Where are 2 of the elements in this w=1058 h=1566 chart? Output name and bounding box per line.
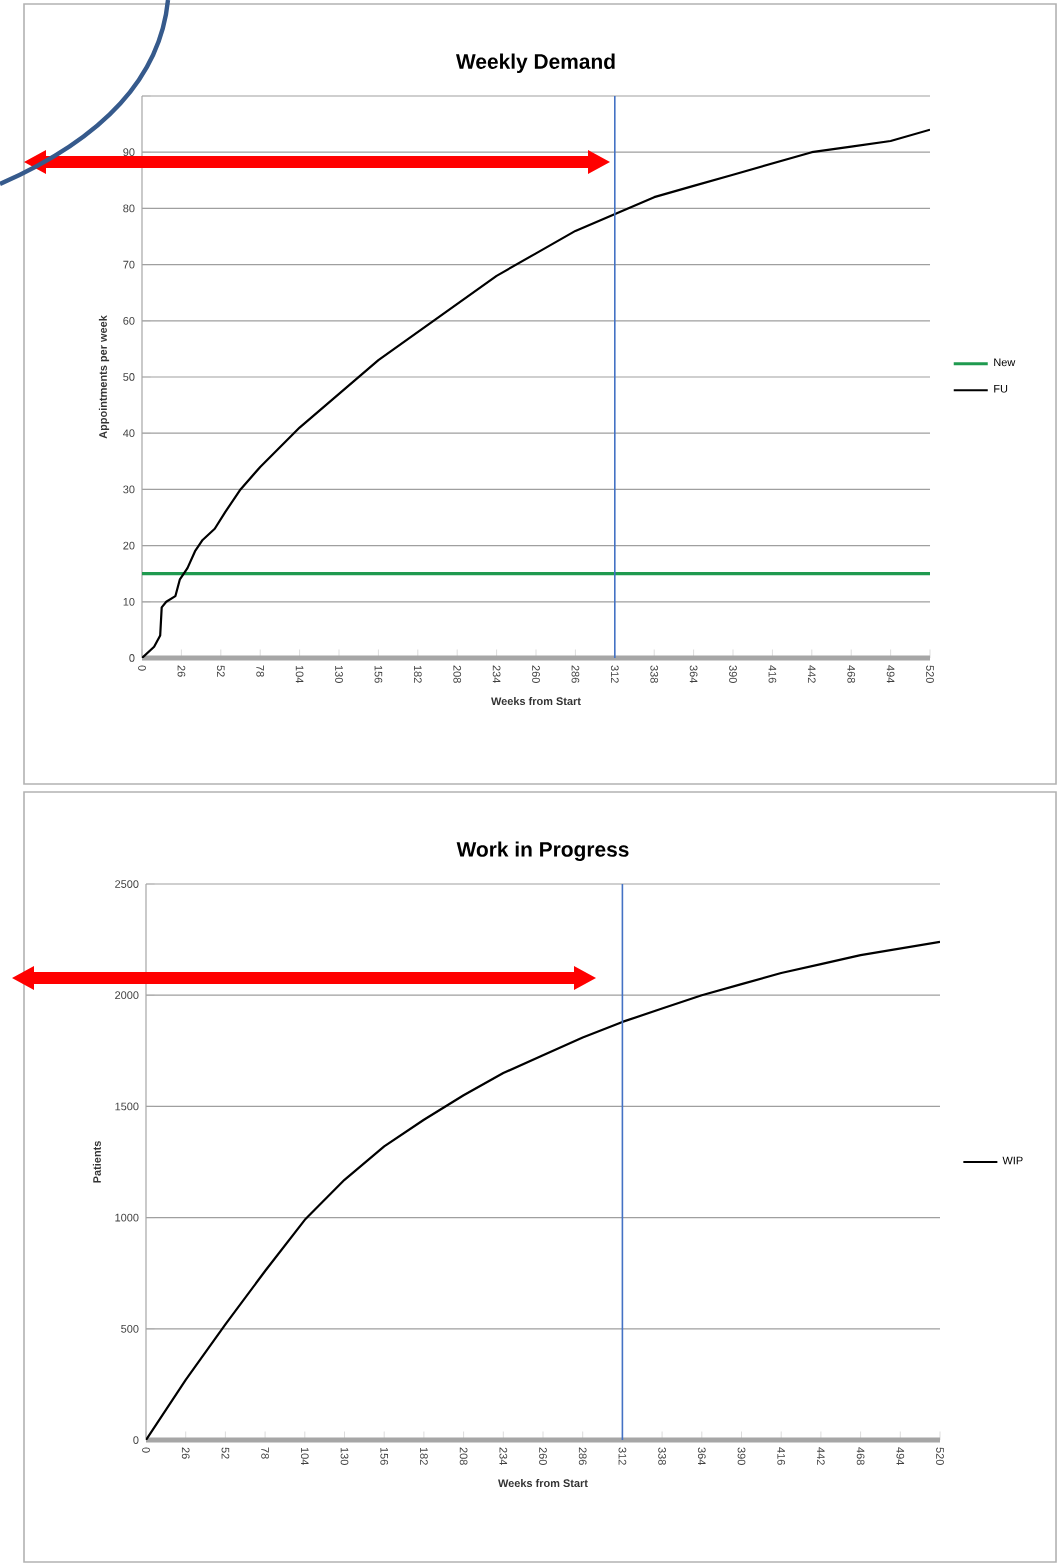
- chart-title: Weekly Demand: [456, 53, 615, 74]
- chart-title: Work in Progress: [456, 841, 629, 862]
